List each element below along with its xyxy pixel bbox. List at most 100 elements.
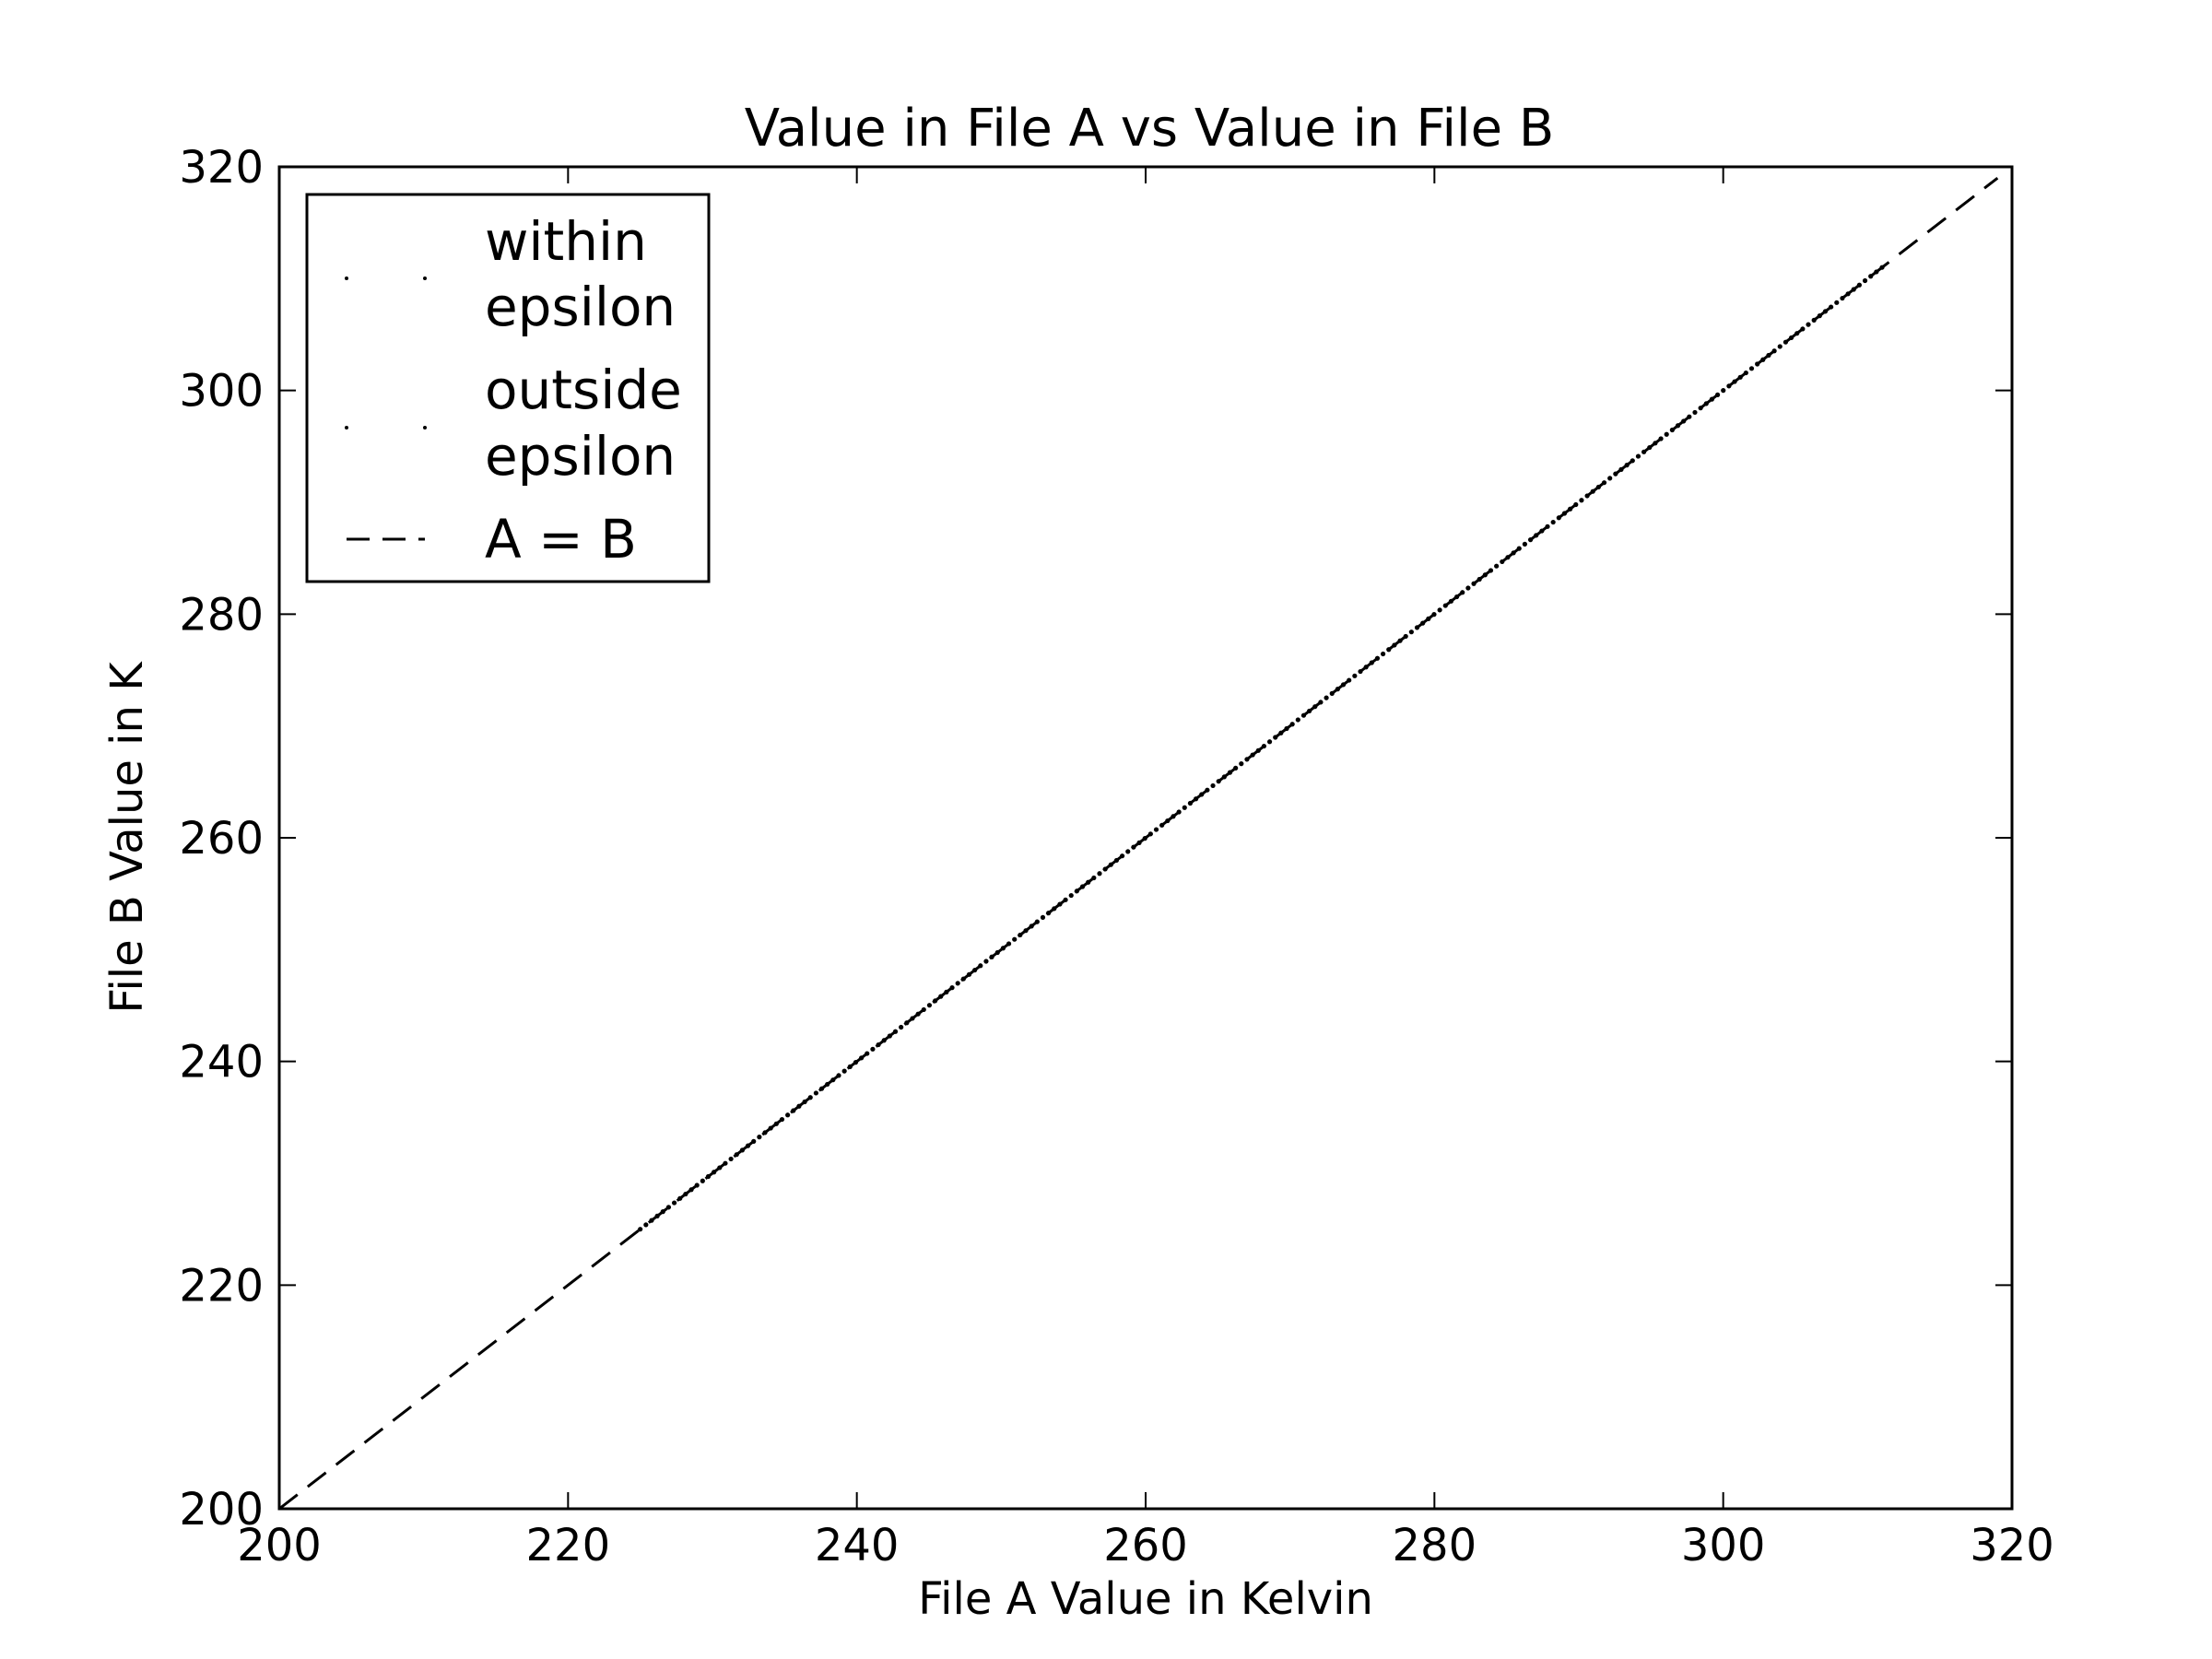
- data-point: [1669, 427, 1675, 433]
- data-point: [1034, 919, 1040, 924]
- data-point: [1748, 366, 1755, 371]
- data-point: [1420, 620, 1426, 626]
- data-point: [1182, 805, 1187, 810]
- data-point: [1165, 818, 1171, 824]
- chart-title: Value in File A vs Value in File B: [745, 99, 1555, 159]
- data-point: [1714, 392, 1721, 397]
- legend-marker-outside-epsilon-right: [423, 426, 427, 429]
- data-point: [825, 1081, 830, 1088]
- data-point: [1737, 374, 1743, 380]
- data-point: [677, 1195, 683, 1201]
- data-point: [768, 1125, 773, 1131]
- data-point: [881, 1038, 887, 1043]
- data-point: [1210, 782, 1216, 789]
- data-point: [1482, 572, 1488, 578]
- data-point: [660, 1209, 665, 1215]
- data-point: [665, 1205, 672, 1210]
- x-axis-label: File A Value in Kelvin: [918, 1573, 1373, 1625]
- data-point: [1703, 401, 1709, 406]
- data-point: [1074, 888, 1079, 894]
- data-point: [1477, 576, 1482, 582]
- data-point: [757, 1135, 762, 1140]
- data-point: [853, 1060, 859, 1065]
- data-point: [1392, 642, 1397, 648]
- data-point: [1142, 836, 1147, 841]
- data-point: [1381, 651, 1386, 657]
- data-point: [1868, 274, 1874, 279]
- data-point: [1698, 406, 1703, 411]
- data-point: [1573, 501, 1579, 508]
- legend-label-a-equals-b: A = B: [485, 508, 637, 571]
- data-point: [1278, 730, 1284, 735]
- data-point: [1312, 704, 1318, 710]
- data-point: [1794, 331, 1800, 336]
- data-point: [1063, 897, 1068, 902]
- data-point: [1352, 673, 1358, 678]
- data-point: [921, 1006, 926, 1013]
- data-point: [1113, 857, 1120, 864]
- data-point: [926, 1003, 933, 1008]
- data-point: [887, 1033, 892, 1039]
- data-point: [1862, 277, 1868, 284]
- data-point: [1561, 511, 1568, 516]
- data-point: [1261, 743, 1267, 749]
- legend-label-within-epsilon-line2: epsilon: [485, 276, 676, 338]
- legend-marker-outside-epsilon-left: [345, 426, 348, 429]
- data-point: [1856, 282, 1862, 288]
- data-point: [1743, 370, 1748, 376]
- data-point: [1777, 344, 1783, 349]
- y-tick-label: 300: [179, 366, 264, 418]
- data-point: [1284, 725, 1289, 732]
- y-tick-label: 280: [179, 589, 264, 641]
- data-point: [1221, 774, 1227, 780]
- data-point: [1681, 418, 1687, 424]
- data-point: [1607, 476, 1613, 481]
- data-point: [1568, 506, 1573, 512]
- data-point: [1171, 814, 1176, 819]
- x-tick-label: 320: [1970, 1520, 2054, 1571]
- data-point: [1403, 633, 1408, 640]
- data-point: [1556, 515, 1561, 521]
- data-point: [859, 1055, 865, 1061]
- legend-entry-a-equals-b: A = B: [347, 508, 637, 571]
- data-point: [1273, 735, 1278, 740]
- data-point: [1000, 946, 1006, 951]
- y-tick-label: 320: [179, 142, 264, 194]
- data-point: [847, 1064, 853, 1069]
- data-point: [1205, 787, 1210, 793]
- data-point: [1726, 383, 1732, 389]
- data-point: [1811, 317, 1817, 323]
- data-point: [1052, 906, 1057, 912]
- data-point: [1006, 941, 1012, 947]
- data-point: [983, 959, 989, 964]
- data-point: [1079, 884, 1086, 889]
- data-point: [1102, 866, 1108, 872]
- data-point: [1539, 528, 1545, 534]
- data-point: [791, 1108, 796, 1113]
- data-point: [1755, 361, 1760, 367]
- data-point: [1216, 779, 1221, 784]
- y-axis-label: File B Value in K: [101, 661, 153, 1014]
- data-point: [762, 1130, 768, 1135]
- data-point: [694, 1182, 700, 1188]
- data-point: [700, 1178, 705, 1183]
- x-tick-label: 300: [1681, 1520, 1766, 1571]
- legend-box: [305, 193, 711, 583]
- data-point: [892, 1029, 899, 1034]
- legend-entry-outside-epsilon: outside epsilon: [345, 359, 682, 488]
- data-point: [1120, 853, 1125, 859]
- data-point: [1453, 594, 1460, 600]
- data-point: [1465, 585, 1471, 591]
- data-point: [1675, 423, 1681, 429]
- data-point: [1193, 796, 1199, 802]
- legend: within epsilon outside epsilon A = B: [305, 193, 711, 583]
- x-tick-label: 260: [1103, 1520, 1188, 1571]
- data-point: [728, 1156, 734, 1162]
- data-point: [978, 963, 983, 969]
- data-point: [944, 989, 949, 994]
- legend-label-within-epsilon-line1: within: [485, 210, 647, 273]
- data-point: [1068, 892, 1074, 899]
- data-point: [966, 971, 972, 977]
- data-point: [972, 967, 978, 973]
